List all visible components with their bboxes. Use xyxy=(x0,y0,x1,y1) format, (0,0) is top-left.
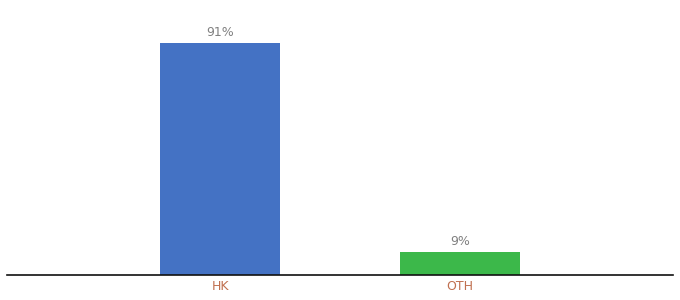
Text: 91%: 91% xyxy=(206,26,234,39)
Bar xyxy=(400,252,520,274)
Text: 9%: 9% xyxy=(450,235,470,248)
Bar xyxy=(160,43,280,274)
